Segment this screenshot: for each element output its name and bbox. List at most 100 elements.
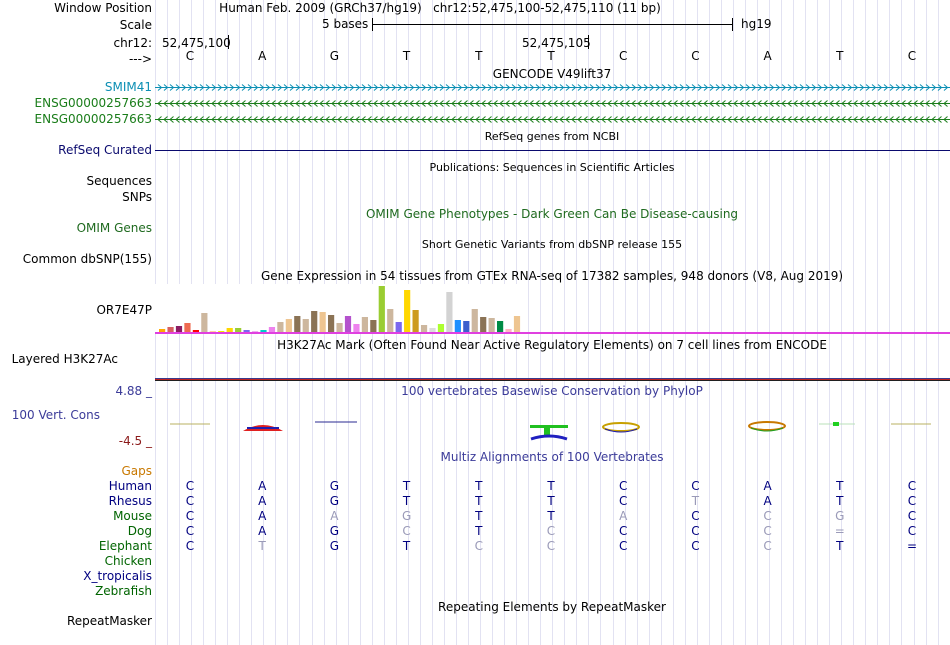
chevron-left-icon [925, 116, 930, 123]
gene-smim41[interactable] [155, 83, 950, 92]
gtex-tissue-bar[interactable] [378, 286, 385, 332]
gene-refseq[interactable] [155, 150, 950, 151]
gtex-tissue-bar[interactable] [513, 316, 521, 332]
gtex-tissue-bar[interactable] [302, 319, 309, 332]
gtex-tissue-bar[interactable] [497, 321, 504, 332]
gene-ensg-2[interactable] [155, 115, 950, 124]
track-label-repeatmasker[interactable]: RepeatMasker [66, 614, 152, 628]
species-label[interactable]: Zebrafish [95, 584, 152, 598]
gtex-tissue-bar[interactable] [201, 313, 208, 332]
gtex-tissue-bar[interactable] [294, 316, 301, 332]
species-label[interactable]: Mouse [113, 509, 152, 523]
species-label[interactable]: Dog [127, 524, 152, 538]
strand-arrow-label[interactable]: ---> [128, 52, 152, 66]
chevron-left-icon [625, 116, 630, 123]
species-label[interactable]: X_tropicalis [83, 569, 152, 583]
gtex-tissue-bar[interactable] [243, 330, 250, 332]
gtex-tissue-bar[interactable] [251, 331, 259, 332]
species-label[interactable]: Chicken [104, 554, 152, 568]
alignment-base: T [475, 479, 483, 493]
multiz-title: Multiz Alignments of 100 Vertebrates [440, 450, 664, 464]
track-label-common-dbsnp[interactable]: Common dbSNP(155) [22, 252, 152, 266]
gene-ensg-1[interactable] [155, 99, 950, 108]
track-label-sequences[interactable]: Sequences [86, 174, 152, 188]
chevron-left-icon [481, 116, 486, 123]
gtex-tissue-bar[interactable] [404, 290, 411, 332]
chevron-left-icon [169, 116, 174, 123]
gtex-tissue-bar[interactable] [505, 329, 512, 332]
gtex-tissue-bar[interactable] [184, 323, 191, 332]
chevron-left-icon [169, 100, 174, 107]
species-label[interactable]: Rhesus [108, 494, 152, 508]
chevron-left-icon [697, 116, 702, 123]
gtex-tissue-bar[interactable] [353, 324, 360, 332]
chevron-left-icon [637, 116, 642, 123]
track-label-ensg-2[interactable]: ENSG00000257663 [34, 112, 152, 126]
gtex-tissue-bar[interactable] [175, 326, 183, 332]
gtex-tissue-bar[interactable] [159, 329, 166, 332]
gtex-tissue-bar[interactable] [319, 312, 326, 332]
reference-base: G [329, 49, 340, 63]
chevron-left-icon [679, 116, 684, 123]
gtex-bar-chart[interactable] [155, 284, 950, 334]
track-label-snps[interactable]: SNPs [122, 190, 152, 204]
chevron-left-icon [823, 100, 828, 107]
gtex-tissue-bar[interactable] [370, 320, 377, 332]
chevron-left-icon [475, 116, 480, 123]
gtex-tissue-bar[interactable] [446, 292, 453, 332]
gtex-tissue-bar[interactable] [429, 328, 436, 332]
gtex-tissue-bar[interactable] [437, 324, 445, 332]
gtex-tissue-bar[interactable] [336, 323, 343, 332]
gtex-tissue-bar[interactable] [395, 322, 402, 332]
track-label-smim41[interactable]: SMIM41 [104, 80, 152, 94]
gtex-tissue-bar[interactable] [167, 327, 174, 332]
chevron-right-icon [475, 84, 481, 91]
gtex-tissue-bar[interactable] [235, 328, 242, 332]
gtex-tissue-bar[interactable] [192, 330, 199, 332]
gtex-tissue-bar[interactable] [209, 331, 216, 332]
gtex-tissue-bar[interactable] [260, 330, 267, 332]
chevron-left-icon [205, 100, 210, 107]
phylop-logo[interactable] [155, 415, 950, 445]
track-label-h3k27ac[interactable]: Layered H3K27Ac [11, 352, 118, 366]
track-label-vert-cons[interactable]: 100 Vert. Cons [11, 408, 100, 422]
gtex-tissue-bar[interactable] [328, 315, 335, 332]
track-label-gaps[interactable]: Gaps [121, 464, 152, 478]
chevron-left-icon [559, 100, 564, 107]
gtex-tissue-bar[interactable] [226, 328, 233, 332]
gtex-tissue-bar[interactable] [387, 309, 394, 332]
gtex-tissue-bar[interactable] [285, 319, 292, 332]
chevron-right-icon [361, 84, 367, 91]
gtex-tissue-bar[interactable] [488, 318, 495, 332]
gtex-tissue-bar[interactable] [268, 327, 276, 332]
species-label[interactable]: Elephant [98, 539, 152, 553]
chevron-left-icon [193, 100, 198, 107]
track-label-refseq[interactable]: RefSeq Curated [58, 143, 152, 157]
chevron-right-icon [229, 84, 235, 91]
gtex-tissue-bar[interactable] [454, 320, 461, 332]
gridline [865, 0, 867, 645]
track-label-or7e47p[interactable]: OR7E47P [96, 303, 152, 317]
alignment-base: G [329, 524, 340, 538]
chevron-right-icon [895, 84, 901, 91]
chevron-right-icon [511, 84, 517, 91]
gtex-tissue-bar[interactable] [480, 317, 487, 332]
alignment-base: C [907, 494, 917, 508]
gtex-tissue-bar[interactable] [463, 321, 470, 332]
gtex-tissue-bar[interactable] [420, 325, 428, 332]
chevron-left-icon [565, 100, 570, 107]
alignment-base: T [258, 539, 266, 553]
track-area[interactable]: Human Feb. 2009 (GRCh37/hg19) chr12:52,4… [155, 0, 950, 645]
gtex-tissue-bar[interactable] [471, 309, 478, 332]
gtex-tissue-bar[interactable] [277, 322, 284, 332]
gtex-tissue-bar[interactable] [218, 331, 225, 332]
strand-chevrons-reverse [157, 100, 948, 107]
track-label-omim[interactable]: OMIM Genes [76, 221, 152, 235]
alignment-base: T [836, 479, 844, 493]
gtex-tissue-bar[interactable] [311, 311, 318, 332]
gtex-tissue-bar[interactable] [344, 316, 352, 332]
gtex-tissue-bar[interactable] [361, 317, 368, 332]
gtex-tissue-bar[interactable] [412, 310, 419, 332]
species-label[interactable]: Human [108, 479, 152, 493]
track-label-ensg-1[interactable]: ENSG00000257663 [34, 96, 152, 110]
